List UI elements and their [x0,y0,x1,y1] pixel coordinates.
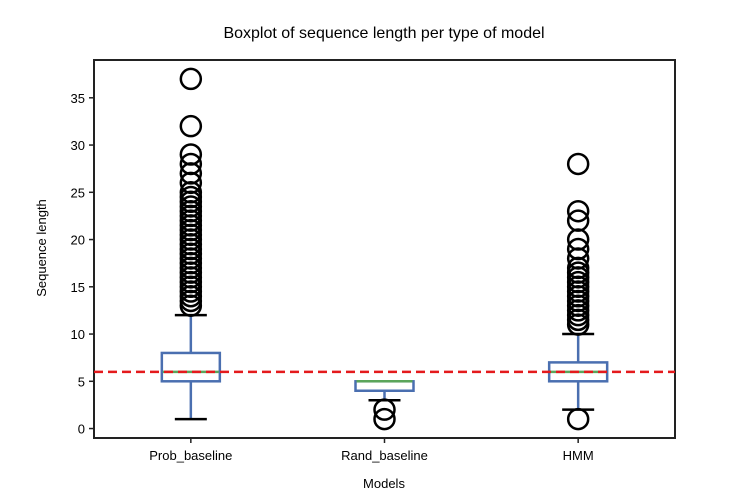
outlier-prob-baseline [179,152,203,176]
box-prob-baseline [160,351,222,383]
y-tick-label: 35 [71,91,85,106]
outlier-prob-baseline [179,114,203,138]
outlier-rand-baseline [373,407,396,431]
y-tick-label: 10 [71,327,85,342]
x-tick-label: Prob_baseline [149,448,232,463]
y-tick-label: 15 [71,280,85,295]
outlier-prob-baseline [179,143,203,166]
box-rand-baseline [354,380,415,392]
y-tick-label: 25 [71,185,85,200]
x-tick-label: HMM [563,448,594,463]
y-tick-label: 30 [71,138,85,153]
outlier-prob-baseline [179,67,203,91]
y-tick-label: 5 [78,374,85,389]
chart-title: Boxplot of sequence length per type of m… [223,25,544,42]
outlier-rand-baseline [373,398,396,421]
y-tick-label: 20 [71,233,85,248]
y-tick-label: 0 [78,422,85,437]
outlier-hmm [566,407,590,431]
outlier-hmm [566,209,590,232]
y-axis-label: Sequence length [34,199,49,297]
plot-area: 0 5 10 15 20 25 30 35 Prob_baseline Rand_baseline… [71,59,676,463]
x-axis-label: Models [363,476,405,491]
outlier-hmm [566,152,590,176]
outlier-hmm [566,199,590,223]
outlier-hmm [566,237,590,261]
x-tick-label: Rand_baseline [341,448,428,463]
